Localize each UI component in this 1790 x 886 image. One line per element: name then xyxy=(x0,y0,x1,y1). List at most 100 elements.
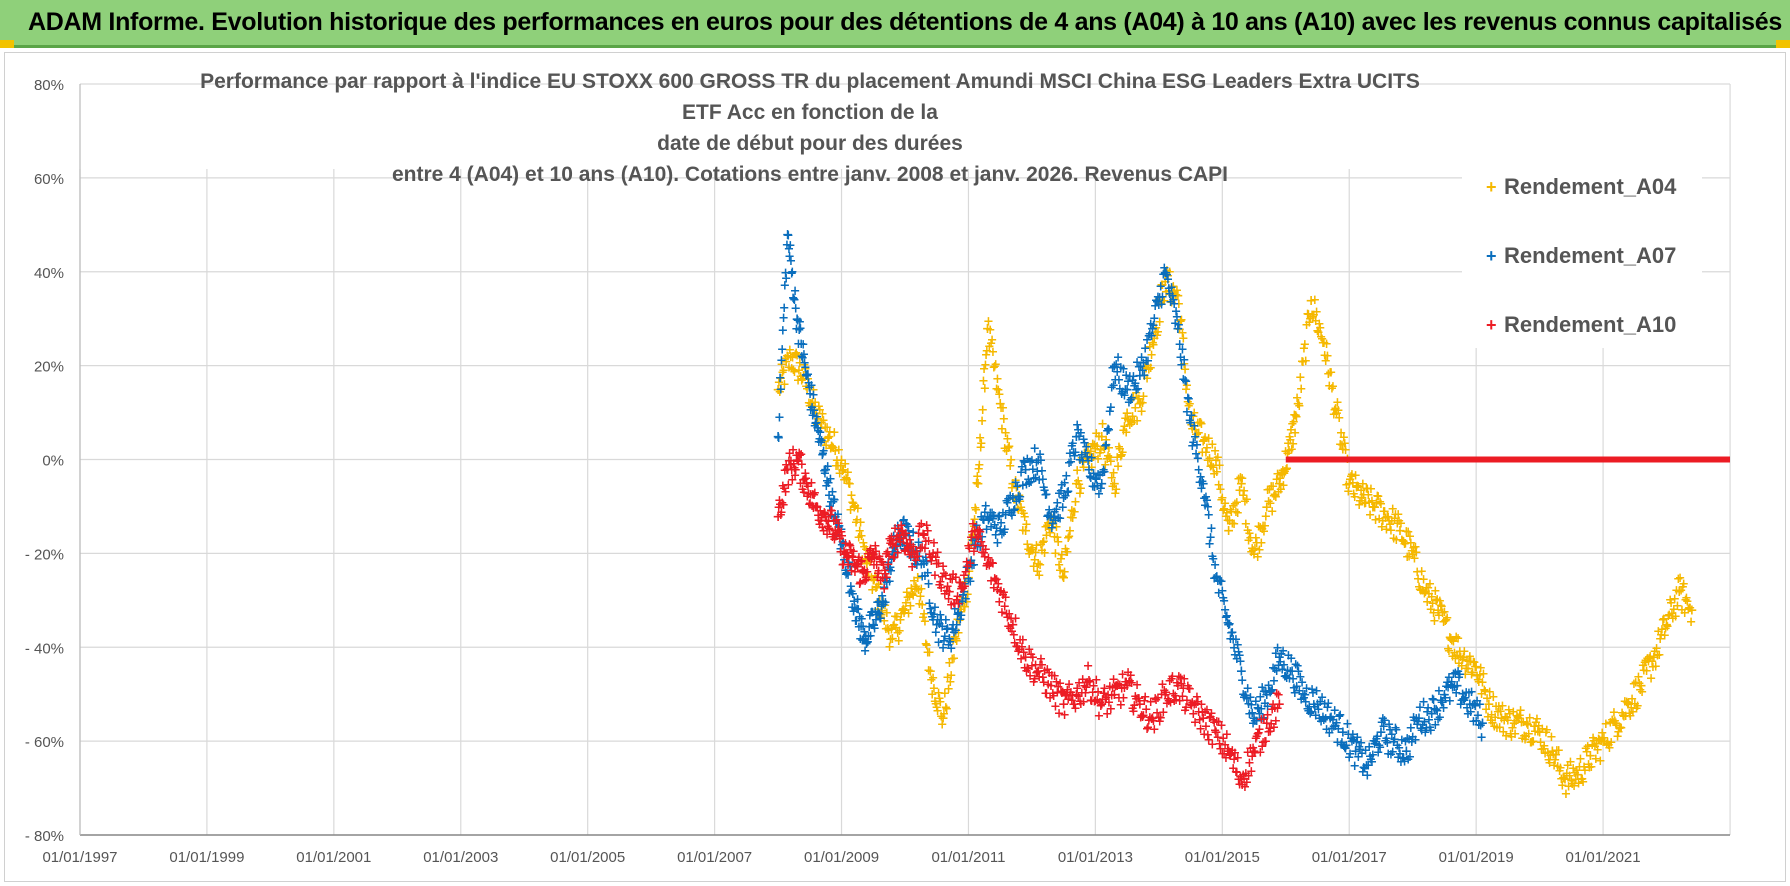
data-point: + xyxy=(883,623,894,638)
data-point: + xyxy=(1150,326,1161,341)
data-point: + xyxy=(1283,443,1295,459)
data-point: + xyxy=(831,528,842,543)
data-point: + xyxy=(1579,764,1590,779)
data-point: + xyxy=(837,464,848,479)
x-tick-label: 01/01/2001 xyxy=(296,849,371,866)
data-point: + xyxy=(1535,735,1546,750)
data-point: + xyxy=(858,631,870,647)
data-point: + xyxy=(900,596,911,611)
y-tick-label: - 40% xyxy=(25,640,64,657)
data-point: + xyxy=(1138,390,1149,405)
data-point: + xyxy=(956,593,968,609)
data-point: + xyxy=(1229,517,1240,532)
data-point: + xyxy=(1179,357,1190,372)
data-point: + xyxy=(889,618,900,633)
data-point: + xyxy=(1619,695,1630,710)
data-point: + xyxy=(1347,476,1358,491)
data-point: + xyxy=(843,477,854,492)
data-point: + xyxy=(1513,711,1524,726)
data-point: + xyxy=(1298,341,1309,356)
data-point: + xyxy=(857,634,868,649)
data-point: + xyxy=(839,546,851,562)
data-point: + xyxy=(1067,436,1078,451)
data-point: + xyxy=(1505,727,1516,742)
data-point: + xyxy=(852,593,863,608)
data-point: + xyxy=(972,540,983,555)
data-point: + xyxy=(1051,520,1062,535)
data-point: + xyxy=(1128,391,1139,406)
data-point: + xyxy=(1143,362,1154,377)
data-point: + xyxy=(1156,278,1167,293)
data-point: + xyxy=(1013,503,1024,518)
data-point: + xyxy=(777,323,788,338)
data-point: + xyxy=(941,622,952,637)
data-point: + xyxy=(873,606,884,621)
data-point: + xyxy=(927,610,938,625)
data-point: + xyxy=(1077,455,1088,470)
data-point: + xyxy=(1402,550,1413,565)
data-point: + xyxy=(1397,534,1408,549)
data-point: + xyxy=(905,542,916,557)
data-point: + xyxy=(1646,671,1657,686)
data-point: + xyxy=(952,613,963,628)
banner-corner-left xyxy=(0,40,14,48)
data-point: + xyxy=(1609,705,1620,720)
data-point: + xyxy=(1641,664,1652,679)
data-point: + xyxy=(1056,478,1067,493)
data-point: + xyxy=(842,466,853,481)
data-point: + xyxy=(1104,441,1115,456)
legend-marker-a10: + xyxy=(1486,315,1497,335)
data-point: + xyxy=(1047,517,1058,532)
data-point: + xyxy=(878,595,889,610)
data-point: + xyxy=(1635,683,1646,698)
data-point: + xyxy=(1176,313,1187,328)
data-point: + xyxy=(1654,648,1665,663)
data-point: + xyxy=(798,368,810,384)
data-point: + xyxy=(1457,653,1468,668)
data-point: + xyxy=(1290,426,1301,441)
data-point: + xyxy=(860,630,871,645)
data-point: + xyxy=(1265,496,1276,511)
data-point: + xyxy=(1133,392,1144,407)
legend-label-a10: Rendement_A10 xyxy=(1504,312,1677,337)
data-point: + xyxy=(1623,697,1635,713)
data-point: + xyxy=(990,528,1001,543)
data-point: + xyxy=(1152,325,1163,340)
data-point: + xyxy=(917,598,928,613)
data-point: + xyxy=(1162,269,1173,284)
data-point: + xyxy=(1021,518,1032,533)
data-point: + xyxy=(841,471,852,486)
data-point: + xyxy=(1466,667,1477,682)
data-point: + xyxy=(1379,504,1390,519)
data-point: + xyxy=(1003,492,1014,507)
data-point: + xyxy=(1187,422,1198,437)
data-point: + xyxy=(1607,713,1618,728)
data-point: + xyxy=(1105,400,1116,415)
data-point: + xyxy=(796,337,807,352)
data-point: + xyxy=(901,517,912,532)
data-point: + xyxy=(826,495,837,510)
data-point: + xyxy=(1056,548,1067,563)
data-point: + xyxy=(1322,349,1333,364)
data-point: + xyxy=(1412,565,1423,580)
data-point: + xyxy=(1386,514,1397,529)
data-point: + xyxy=(1218,503,1229,518)
data-point: + xyxy=(1206,521,1217,536)
data-point: + xyxy=(1554,764,1565,779)
data-point: + xyxy=(892,626,903,641)
data-point: + xyxy=(1199,433,1210,448)
data-point: + xyxy=(961,595,972,610)
data-point: + xyxy=(1073,474,1084,489)
data-point: + xyxy=(1652,648,1663,663)
data-point: + xyxy=(1246,545,1257,560)
data-point: + xyxy=(1264,483,1275,498)
data-point: + xyxy=(795,369,806,384)
data-point: + xyxy=(815,436,826,451)
data-point: + xyxy=(838,463,849,478)
data-point: + xyxy=(790,302,801,317)
data-point: + xyxy=(803,367,814,382)
grid-layer xyxy=(79,83,1731,836)
data-point: + xyxy=(1589,734,1600,749)
data-point: + xyxy=(1263,494,1274,509)
data-point: + xyxy=(925,602,936,617)
